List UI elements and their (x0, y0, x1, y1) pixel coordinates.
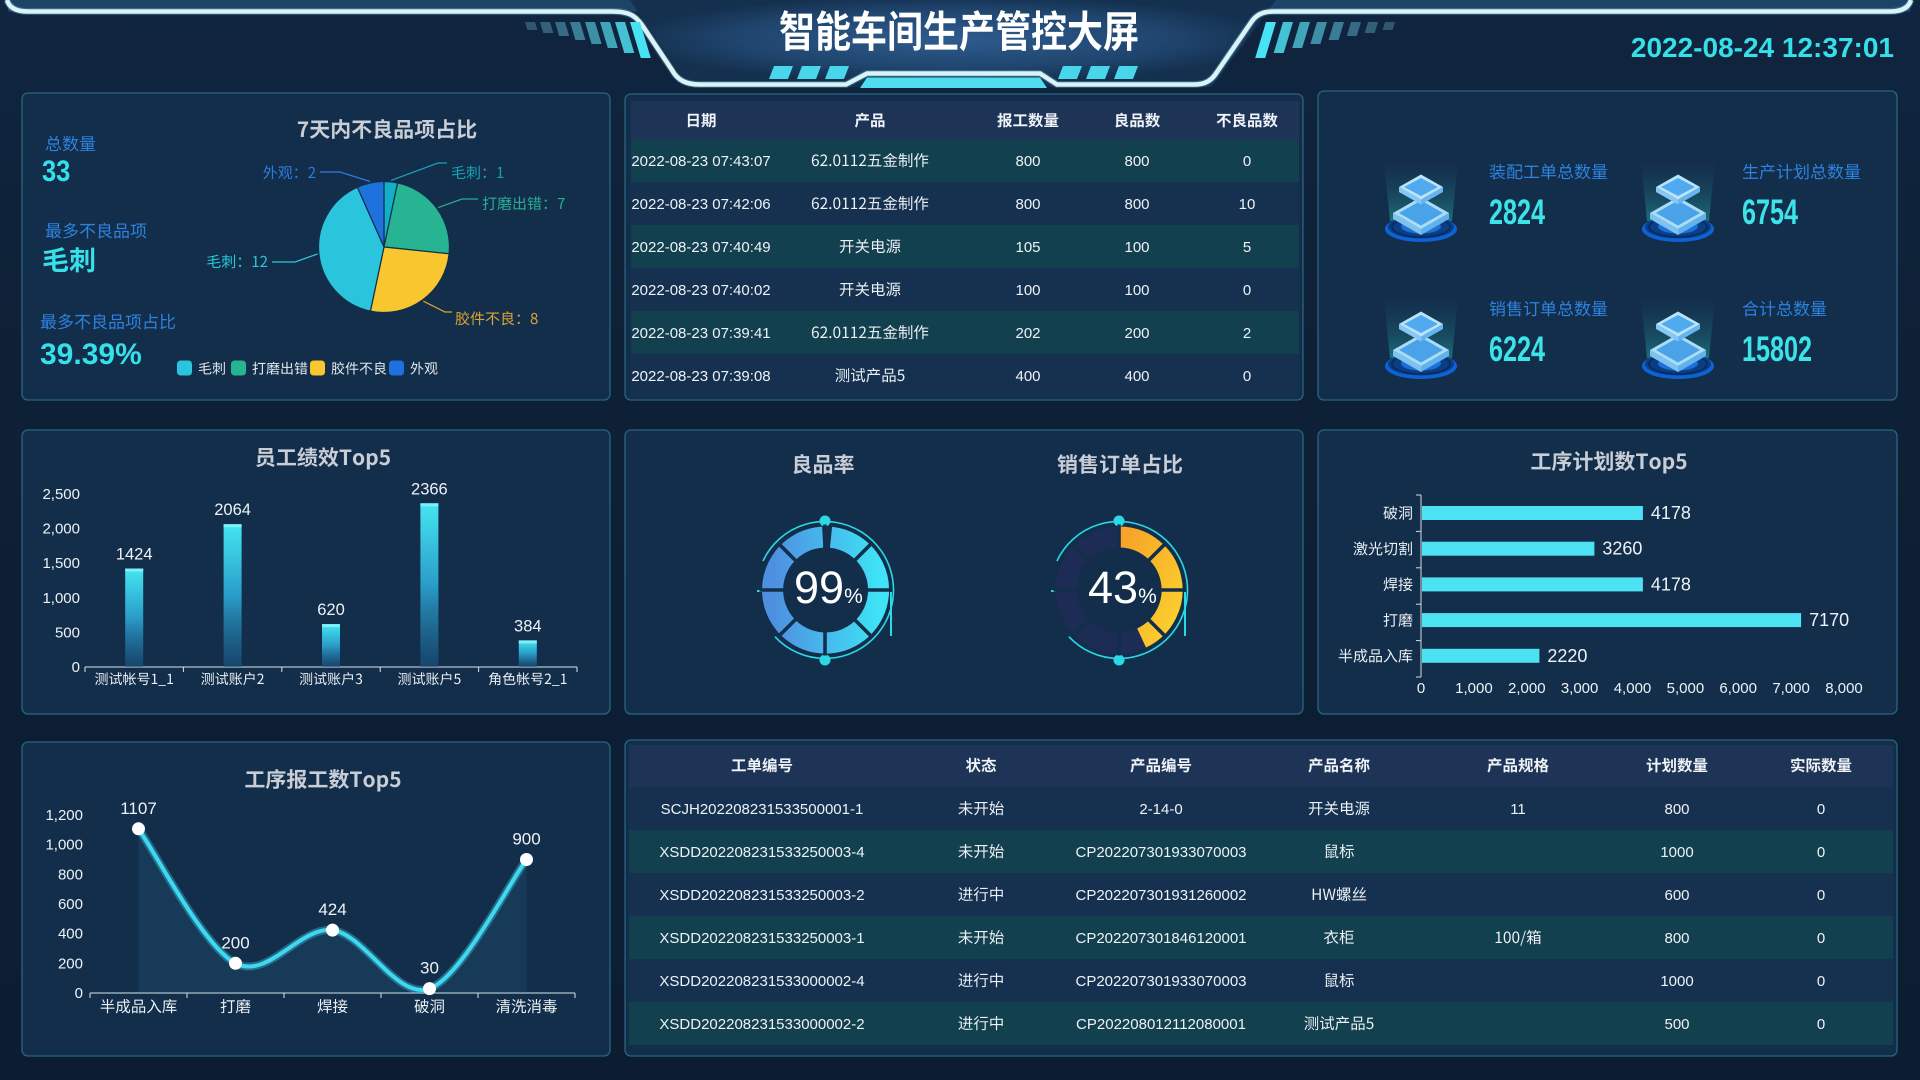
svg-text:2022-08-23 07:40:02: 2022-08-23 07:40:02 (631, 282, 770, 299)
svg-text:5,000: 5,000 (1667, 680, 1705, 697)
svg-text:7170: 7170 (1809, 610, 1849, 630)
svg-text:CP202207301933070003: CP202207301933070003 (1076, 844, 1247, 861)
svg-text:8,000: 8,000 (1825, 680, 1863, 697)
svg-text:4178: 4178 (1651, 574, 1691, 594)
svg-text:0: 0 (1243, 282, 1251, 299)
svg-text:CP202208012112080001: CP202208012112080001 (1076, 1016, 1246, 1033)
svg-text:2220: 2220 (1547, 646, 1587, 666)
svg-text:10: 10 (1239, 196, 1256, 213)
svg-text:5: 5 (1243, 239, 1251, 256)
svg-text:900: 900 (512, 830, 540, 849)
svg-text:SCJH202208231533500001-1: SCJH202208231533500001-1 (661, 801, 864, 818)
svg-text:0: 0 (1243, 368, 1251, 385)
svg-text:1,000: 1,000 (45, 837, 83, 854)
svg-text:0: 0 (1817, 887, 1825, 904)
svg-text:2064: 2064 (214, 501, 251, 519)
svg-text:2022-08-23 07:40:49: 2022-08-23 07:40:49 (631, 239, 770, 256)
svg-text:2366: 2366 (411, 480, 448, 498)
svg-text:XSDD202208231533000002-2: XSDD202208231533000002-2 (659, 1016, 864, 1033)
svg-text:1000: 1000 (1660, 844, 1693, 861)
svg-text:6224: 6224 (1489, 330, 1545, 369)
svg-text:0: 0 (72, 659, 80, 676)
svg-text:500: 500 (1664, 1016, 1689, 1033)
svg-text:800: 800 (58, 866, 83, 883)
svg-text:2,500: 2,500 (42, 486, 80, 503)
svg-text:200: 200 (1124, 325, 1149, 342)
svg-text:0: 0 (1417, 680, 1425, 697)
svg-text:11: 11 (1510, 801, 1526, 818)
svg-text:XSDD202208231533000002-4: XSDD202208231533000002-4 (659, 973, 864, 990)
svg-text:0: 0 (1817, 1016, 1825, 1033)
svg-text:600: 600 (58, 896, 83, 913)
svg-text:400: 400 (1015, 368, 1040, 385)
svg-text:1,500: 1,500 (42, 555, 80, 572)
svg-text:1,000: 1,000 (1455, 680, 1493, 697)
svg-text:2022-08-23 07:42:06: 2022-08-23 07:42:06 (631, 196, 770, 213)
svg-text:0: 0 (1243, 153, 1251, 170)
svg-text:6754: 6754 (1742, 193, 1798, 232)
svg-text:0: 0 (1817, 801, 1825, 818)
svg-text:100: 100 (1124, 282, 1149, 299)
svg-text:30: 30 (420, 959, 439, 978)
svg-text:424: 424 (318, 900, 346, 919)
svg-text:200: 200 (58, 955, 83, 972)
svg-text:800: 800 (1124, 196, 1149, 213)
svg-text:800: 800 (1664, 930, 1689, 947)
svg-text:0: 0 (1817, 844, 1825, 861)
svg-text:XSDD202208231533250003-1: XSDD202208231533250003-1 (659, 930, 864, 947)
svg-text:2824: 2824 (1489, 193, 1545, 232)
svg-text:400: 400 (1124, 368, 1149, 385)
svg-text:33: 33 (42, 154, 70, 187)
svg-text:XSDD202208231533250003-2: XSDD202208231533250003-2 (659, 887, 864, 904)
svg-text:500: 500 (55, 624, 80, 641)
svg-text:1424: 1424 (116, 546, 153, 564)
svg-text:400: 400 (58, 926, 83, 943)
svg-text:CP202207301931260002: CP202207301931260002 (1076, 887, 1247, 904)
svg-text:CP202207301933070003: CP202207301933070003 (1076, 973, 1247, 990)
svg-text:600: 600 (1664, 887, 1689, 904)
svg-text:800: 800 (1015, 153, 1040, 170)
svg-text:2,000: 2,000 (1508, 680, 1546, 697)
svg-text:2022-08-23 07:39:41: 2022-08-23 07:39:41 (631, 325, 770, 342)
svg-text:0: 0 (1817, 930, 1825, 947)
svg-text:1,000: 1,000 (42, 590, 80, 607)
svg-text:6,000: 6,000 (1719, 680, 1757, 697)
svg-text:2022-08-23 07:39:08: 2022-08-23 07:39:08 (631, 368, 770, 385)
svg-text:2022-08-23 07:43:07: 2022-08-23 07:43:07 (631, 153, 770, 170)
svg-text:0: 0 (75, 985, 83, 1002)
svg-text:3260: 3260 (1602, 539, 1642, 559)
svg-text:100: 100 (1124, 239, 1149, 256)
svg-text:XSDD202208231533250003-4: XSDD202208231533250003-4 (659, 844, 864, 861)
svg-text:2022-08-24 12:37:01: 2022-08-24 12:37:01 (1631, 32, 1894, 63)
svg-text:7,000: 7,000 (1772, 680, 1810, 697)
svg-text:3,000: 3,000 (1561, 680, 1599, 697)
svg-text:1000: 1000 (1660, 973, 1693, 990)
svg-text:105: 105 (1015, 239, 1040, 256)
svg-text:800: 800 (1124, 153, 1149, 170)
svg-text:100: 100 (1015, 282, 1040, 299)
svg-text:800: 800 (1015, 196, 1040, 213)
svg-text:2: 2 (1243, 325, 1251, 342)
svg-text:800: 800 (1664, 801, 1689, 818)
svg-text:39.39%: 39.39% (40, 338, 142, 371)
svg-text:CP202207301846120001: CP202207301846120001 (1076, 930, 1247, 947)
svg-text:0: 0 (1817, 973, 1825, 990)
svg-text:15802: 15802 (1742, 330, 1812, 369)
svg-text:384: 384 (514, 617, 542, 635)
svg-text:200: 200 (221, 933, 249, 952)
svg-text:620: 620 (317, 601, 345, 619)
svg-text:4,000: 4,000 (1614, 680, 1652, 697)
svg-text:202: 202 (1015, 325, 1040, 342)
svg-text:1,200: 1,200 (45, 807, 83, 824)
svg-text:2-14-0: 2-14-0 (1139, 801, 1182, 818)
svg-text:2,000: 2,000 (42, 521, 80, 538)
svg-text:4178: 4178 (1651, 503, 1691, 523)
svg-text:1107: 1107 (120, 799, 157, 818)
